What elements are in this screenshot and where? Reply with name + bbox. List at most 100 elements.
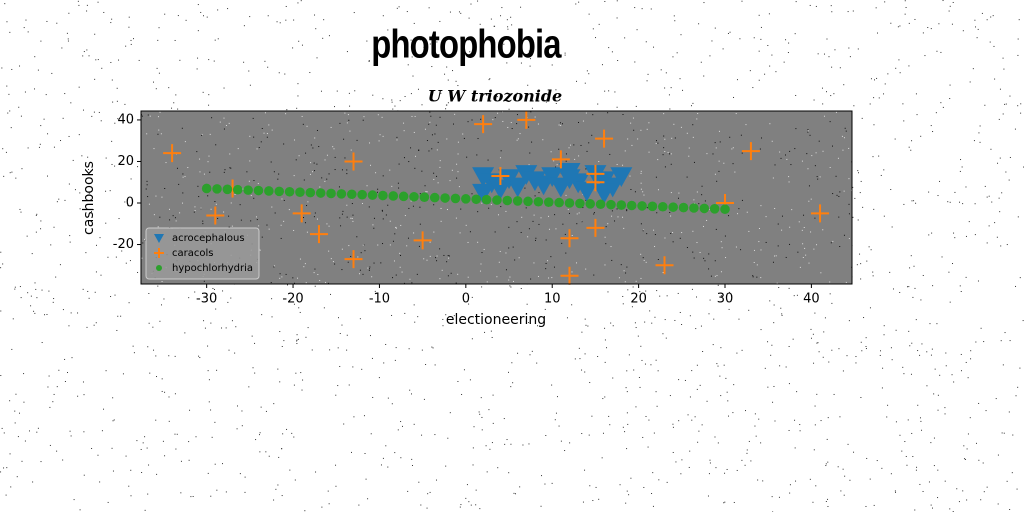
point	[347, 189, 357, 199]
noise-dot	[456, 178, 457, 179]
noise-dot	[691, 370, 692, 371]
noise-dot	[871, 249, 872, 250]
noise-dot	[267, 137, 268, 138]
noise-dot	[984, 105, 985, 106]
noise-dot	[369, 142, 370, 143]
noise-dot	[641, 171, 642, 172]
noise-dot	[234, 353, 235, 354]
noise-dot	[728, 33, 729, 34]
noise-dot	[656, 140, 657, 141]
noise-dot	[548, 216, 549, 217]
noise-dot	[669, 94, 670, 95]
noise-dot	[34, 56, 35, 57]
noise-dot	[434, 434, 435, 435]
noise-dot	[286, 109, 287, 110]
noise-dot	[65, 381, 66, 382]
noise-dot	[103, 409, 104, 410]
noise-dot	[198, 30, 199, 31]
noise-dot	[584, 470, 585, 471]
noise-dot	[307, 201, 308, 202]
noise-dot	[386, 214, 387, 215]
noise-dot	[583, 121, 584, 122]
noise-dot	[343, 139, 344, 140]
noise-dot	[520, 133, 521, 134]
noise-dot	[924, 55, 925, 56]
noise-dot	[414, 304, 415, 305]
noise-dot	[1004, 433, 1005, 434]
noise-dot	[953, 2, 954, 3]
noise-dot	[363, 120, 364, 121]
noise-dot	[825, 317, 826, 318]
noise-dot	[335, 465, 336, 466]
noise-dot	[438, 142, 439, 143]
noise-dot	[352, 366, 353, 367]
noise-dot	[148, 115, 149, 116]
noise-dot	[399, 164, 400, 165]
noise-dot	[117, 101, 118, 102]
noise-dot	[6, 86, 7, 87]
noise-dot	[215, 144, 216, 145]
noise-dot	[385, 344, 386, 345]
noise-dot	[10, 453, 11, 454]
noise-dot	[644, 322, 645, 323]
noise-dot	[604, 328, 605, 329]
noise-dot	[477, 211, 478, 212]
noise-dot	[409, 348, 410, 349]
noise-dot	[848, 48, 849, 49]
noise-dot	[38, 428, 39, 429]
noise-dot	[201, 208, 202, 209]
noise-dot	[906, 7, 907, 8]
noise-dot	[0, 311, 1, 312]
noise-dot	[267, 67, 268, 68]
noise-dot	[441, 208, 442, 209]
noise-dot	[651, 8, 652, 9]
noise-dot	[970, 417, 971, 418]
noise-dot	[1009, 509, 1010, 510]
noise-dot	[212, 437, 213, 438]
noise-dot	[934, 438, 935, 439]
noise-dot	[321, 91, 322, 92]
noise-dot	[198, 196, 199, 197]
noise-dot	[796, 391, 797, 392]
noise-dot	[667, 295, 668, 296]
noise-dot	[508, 280, 509, 281]
noise-dot	[833, 93, 834, 94]
noise-dot	[843, 84, 844, 85]
noise-dot	[772, 496, 773, 497]
noise-dot	[745, 465, 746, 466]
noise-dot	[158, 130, 159, 131]
point	[337, 189, 347, 199]
noise-dot	[218, 38, 219, 39]
noise-dot	[950, 302, 951, 303]
noise-dot	[608, 416, 609, 417]
noise-dot	[826, 91, 827, 92]
noise-dot	[229, 167, 230, 168]
noise-dot	[977, 37, 978, 38]
noise-dot	[418, 89, 419, 90]
noise-dot	[767, 341, 768, 342]
noise-dot	[222, 290, 223, 291]
noise-dot	[148, 293, 149, 294]
noise-dot	[1020, 277, 1021, 278]
noise-dot	[427, 508, 428, 509]
noise-dot	[828, 362, 829, 363]
noise-dot	[692, 124, 693, 125]
noise-dot	[817, 342, 818, 343]
noise-dot	[448, 275, 449, 276]
noise-dot	[931, 505, 932, 506]
noise-dot	[628, 494, 629, 495]
noise-dot	[624, 431, 625, 432]
noise-dot	[591, 135, 592, 136]
noise-dot	[733, 97, 734, 98]
noise-dot	[779, 365, 780, 366]
point	[658, 202, 668, 212]
noise-dot	[510, 386, 511, 387]
noise-dot	[767, 387, 768, 388]
noise-dot	[369, 268, 370, 269]
noise-dot	[33, 311, 34, 312]
noise-dot	[94, 79, 95, 80]
noise-dot	[381, 464, 382, 465]
noise-dot	[591, 416, 592, 417]
noise-dot	[417, 316, 418, 317]
noise-dot	[943, 0, 944, 1]
